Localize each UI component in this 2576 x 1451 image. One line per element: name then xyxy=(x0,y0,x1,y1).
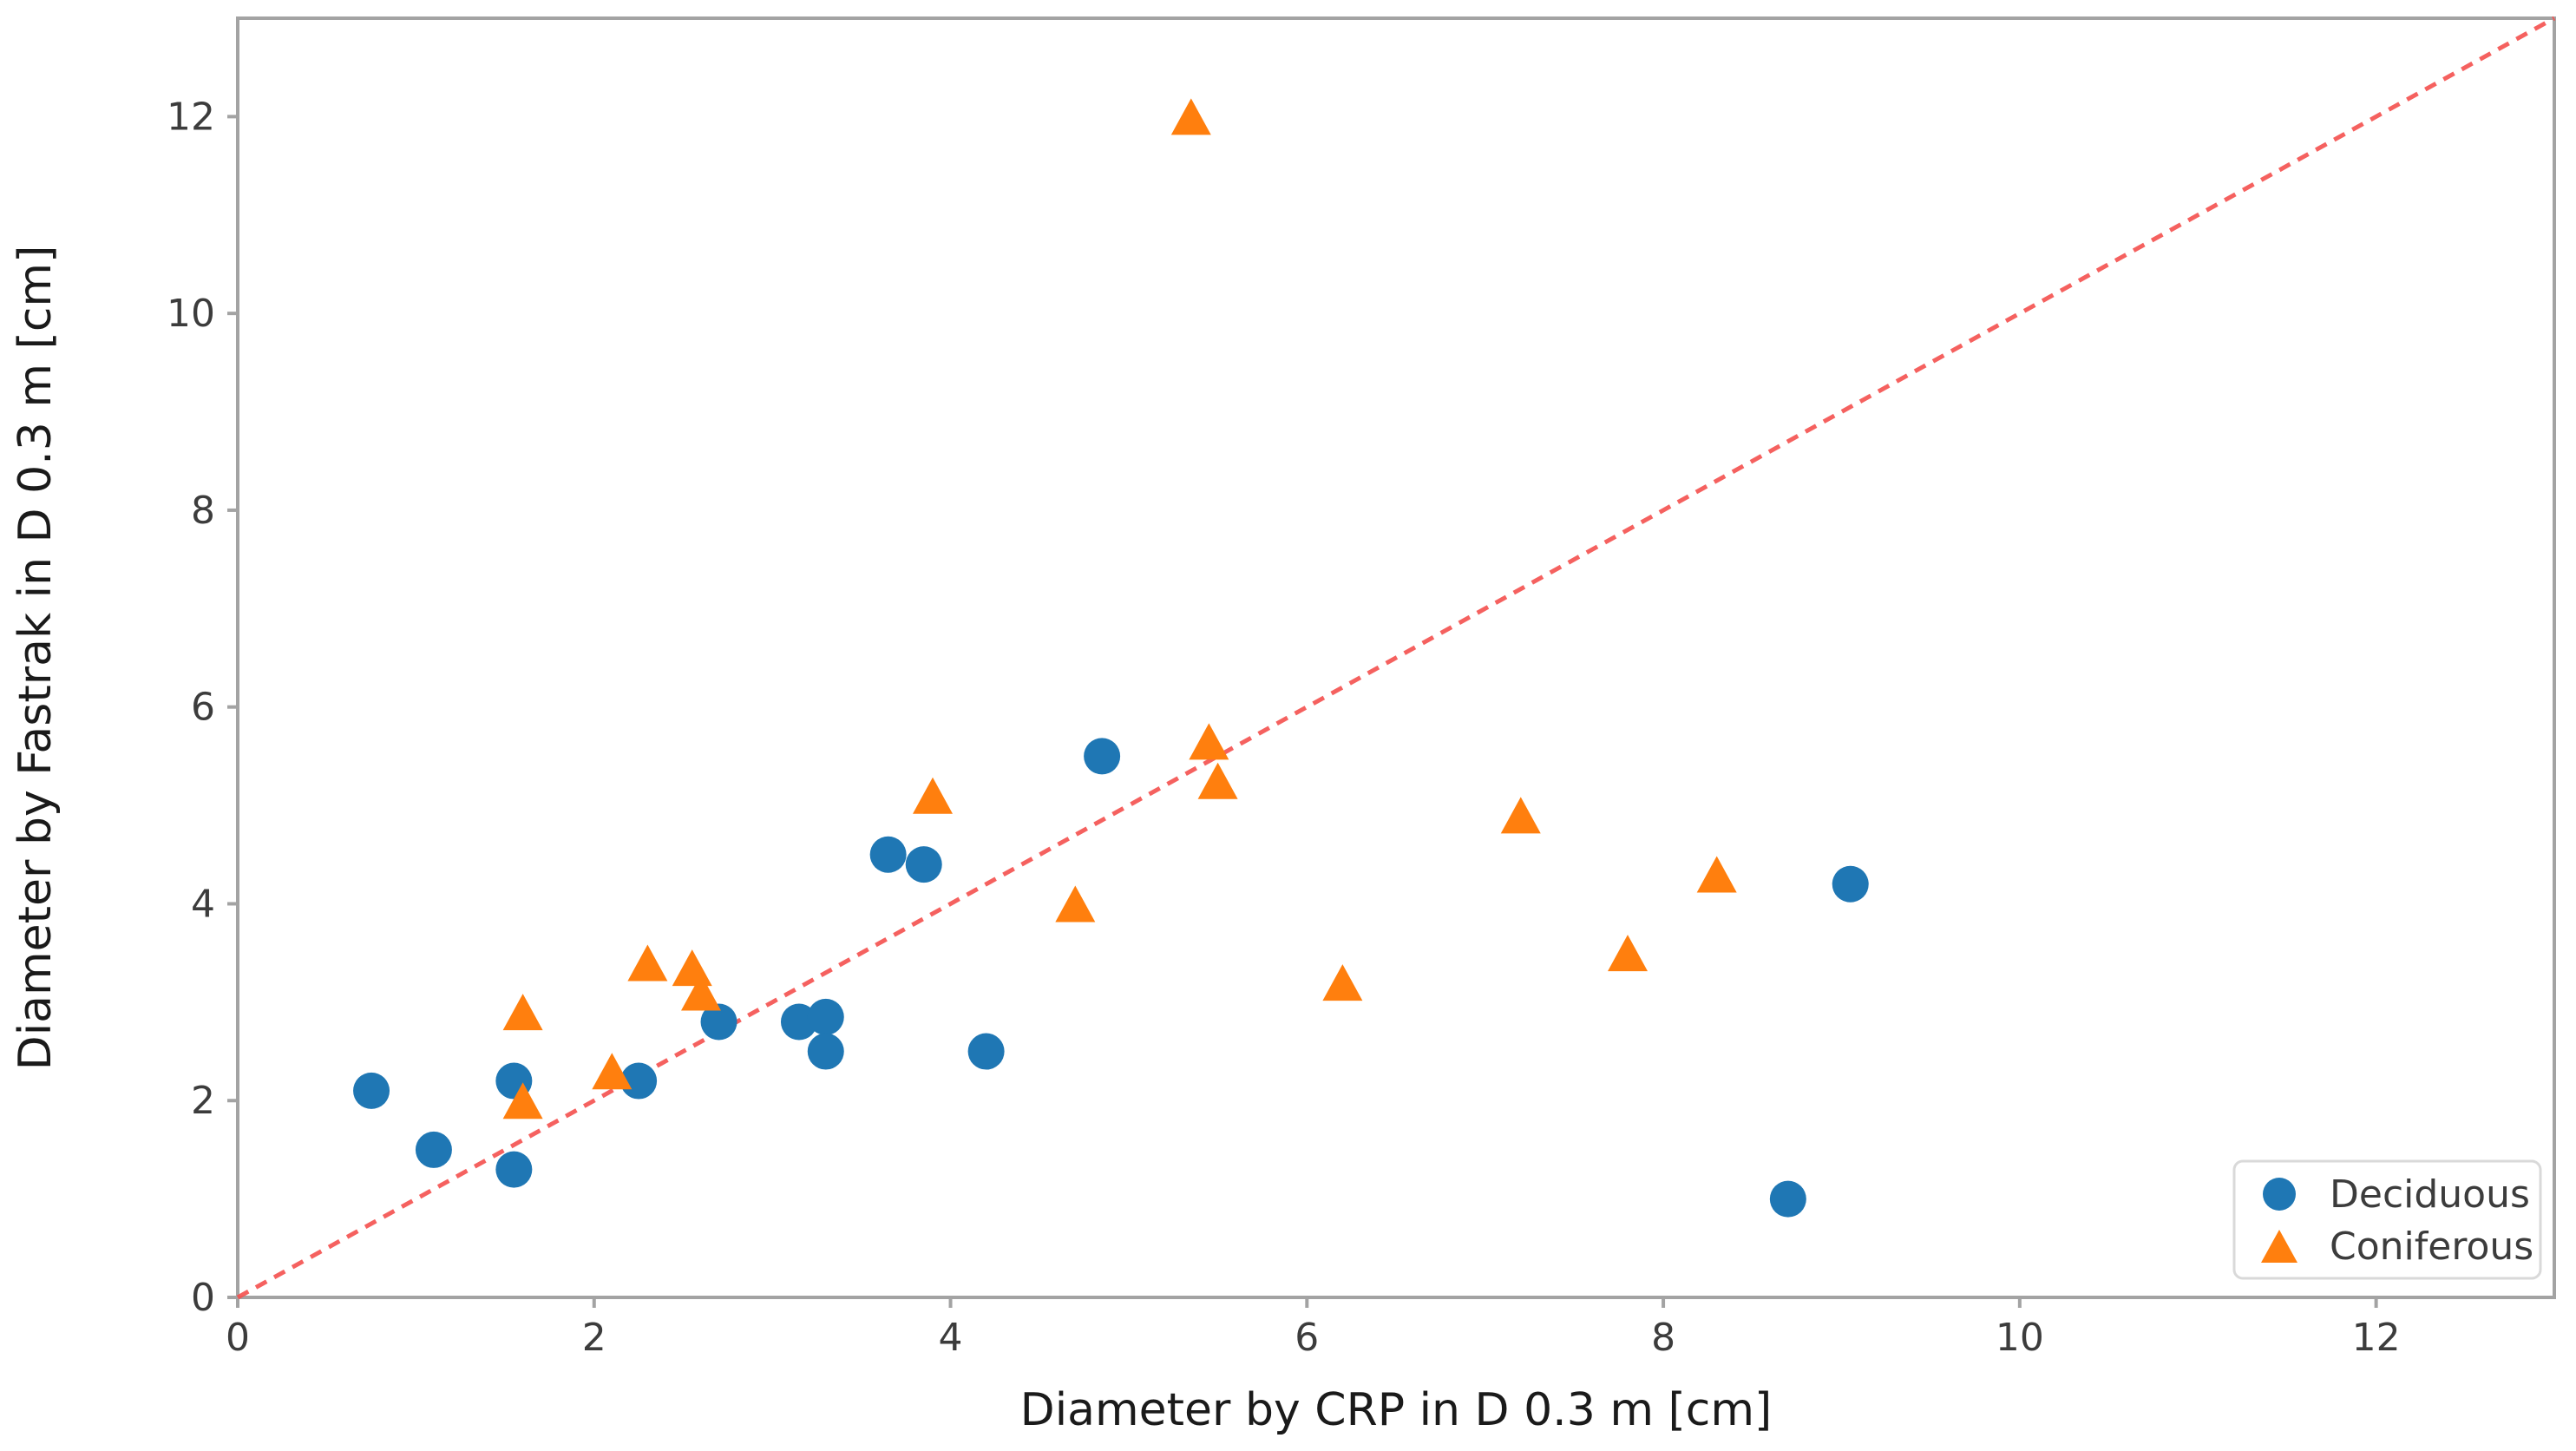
coniferous-point xyxy=(1608,935,1648,972)
legend-marker-coniferous xyxy=(2261,1230,2297,1263)
legend-box xyxy=(2232,1159,2542,1280)
coniferous-point xyxy=(1170,98,1211,135)
legend-label-deciduous: Deciduous xyxy=(2330,1172,2530,1217)
y-tick-label: 2 xyxy=(191,1079,215,1123)
coniferous-point xyxy=(1197,762,1238,799)
x-tick-label: 0 xyxy=(226,1316,250,1360)
x-tick-label: 2 xyxy=(582,1316,606,1360)
deciduous-point xyxy=(415,1131,452,1168)
y-tick-label: 4 xyxy=(191,882,215,926)
deciduous-point xyxy=(905,846,942,883)
coniferous-point xyxy=(681,974,721,1011)
coniferous-point xyxy=(913,777,953,814)
y-tick-label: 8 xyxy=(191,489,215,533)
deciduous-point xyxy=(620,1062,658,1100)
x-tick-label: 12 xyxy=(2352,1316,2401,1360)
deciduous-point xyxy=(1084,738,1121,775)
coniferous-point xyxy=(502,1082,543,1119)
coniferous-point xyxy=(1055,885,1096,922)
y-tick-label: 6 xyxy=(191,686,215,730)
y-tick-label: 10 xyxy=(167,292,215,336)
plot-frame xyxy=(236,16,2556,1299)
y-axis-label: Diameter by Fastrak in D 0.3 m [cm] xyxy=(10,246,62,1071)
legend-marker-deciduous xyxy=(2263,1178,2296,1211)
deciduous-point xyxy=(807,998,844,1035)
coniferous-point xyxy=(502,994,543,1031)
y-tick-label: 0 xyxy=(191,1276,215,1320)
coniferous-point xyxy=(1189,723,1229,760)
deciduous-point xyxy=(1769,1180,1806,1218)
coniferous-point xyxy=(627,944,668,982)
deciduous-point xyxy=(967,1033,1005,1070)
x-tick-label: 10 xyxy=(1996,1316,2044,1360)
coniferous-point xyxy=(1322,964,1363,1001)
coniferous-point xyxy=(1696,856,1737,893)
deciduous-point xyxy=(1832,865,1869,903)
x-tick-label: 6 xyxy=(1295,1316,1319,1360)
legend-label-coniferous: Coniferous xyxy=(2330,1224,2533,1269)
deciduous-point xyxy=(700,1003,737,1041)
deciduous-point xyxy=(869,836,907,873)
deciduous-point xyxy=(495,1151,533,1188)
coniferous-point xyxy=(592,1053,633,1090)
x-axis-label: Diameter by CRP in D 0.3 m [cm] xyxy=(1020,1384,1773,1436)
x-tick-label: 8 xyxy=(1651,1316,1675,1360)
y-tick-label: 12 xyxy=(167,95,215,139)
deciduous-point xyxy=(807,1033,844,1070)
x-tick-label: 4 xyxy=(939,1316,963,1360)
coniferous-point xyxy=(1500,797,1541,834)
deciduous-point xyxy=(353,1072,390,1109)
